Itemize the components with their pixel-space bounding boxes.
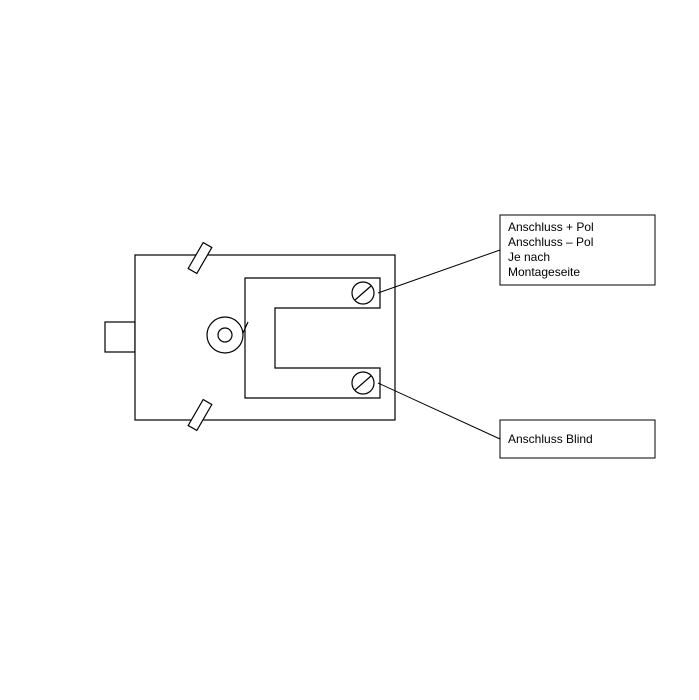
- label-bottom-line1: Anschluss Blind: [508, 432, 593, 446]
- leader-bottom: [378, 383, 500, 439]
- connector-diagram: Anschluss + Pol Anschluss – Pol Je nach …: [0, 0, 699, 700]
- label-top-line2: Anschluss – Pol: [508, 235, 593, 249]
- label-top-line4: Montageseite: [508, 265, 580, 279]
- screw-bottom: [352, 372, 374, 394]
- label-top-line3: Je nach: [508, 250, 550, 264]
- leader-top: [378, 250, 500, 293]
- label-top-line1: Anschluss + Pol: [508, 220, 594, 234]
- label-box-bottom: Anschluss Blind: [500, 420, 655, 458]
- left-stub: [105, 322, 135, 352]
- screw-top: [352, 282, 374, 304]
- label-box-top: Anschluss + Pol Anschluss – Pol Je nach …: [500, 215, 655, 285]
